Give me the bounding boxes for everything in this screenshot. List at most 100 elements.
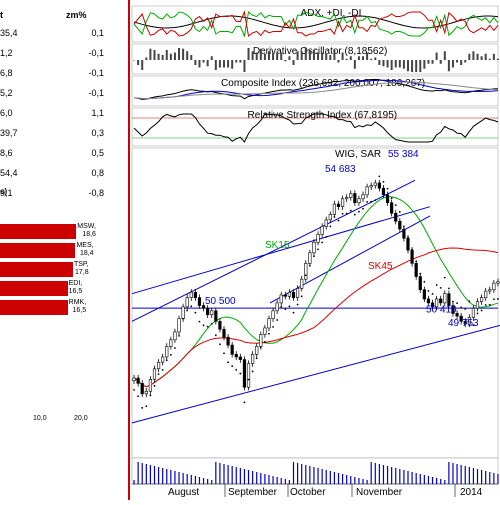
sar-dot <box>386 187 389 190</box>
derivative-bar <box>263 53 266 60</box>
indicator-label: Derivative Oscillator (8,18562) <box>253 46 388 57</box>
volume-bar <box>194 476 196 484</box>
sar-dot <box>149 394 152 397</box>
candle-body <box>410 249 414 264</box>
volume-bar <box>153 466 156 484</box>
derivative-bar <box>427 60 430 64</box>
indicator-label-bg <box>296 7 374 18</box>
candle-body <box>242 359 247 388</box>
quote-price: 6,8 <box>0 68 13 78</box>
volume-bar <box>329 471 331 484</box>
quote-row: 35,4 0,1 <box>0 28 126 48</box>
derivative-bar <box>456 60 459 63</box>
sar-dot <box>349 209 352 212</box>
derivative-bar <box>460 60 463 65</box>
derivative-bar <box>362 56 365 60</box>
plus-di-line <box>133 11 499 38</box>
sar-dot <box>308 264 311 267</box>
sar-dot <box>259 346 262 349</box>
indicator-label-bg <box>243 109 427 120</box>
volume-bar <box>268 475 270 484</box>
composite-line <box>133 78 499 100</box>
month-label: September <box>228 487 278 498</box>
volume-bar <box>280 478 282 484</box>
candle-body <box>169 339 173 347</box>
sar-dot <box>423 280 426 283</box>
sar-dot <box>378 175 381 178</box>
derivative-bar <box>284 60 287 62</box>
volume-bar <box>186 474 188 484</box>
derivative-bar <box>357 56 360 60</box>
panel-divider <box>128 0 130 500</box>
sar-dot <box>403 225 405 228</box>
candle-body <box>443 293 447 304</box>
candle-body <box>214 310 218 322</box>
sar-dot <box>427 290 430 292</box>
volume-bar <box>202 478 205 484</box>
volume-bar <box>346 475 348 484</box>
volume-bar <box>317 468 319 484</box>
candle-body <box>156 361 161 370</box>
sar-dot <box>480 309 483 312</box>
candle-body <box>353 193 357 204</box>
candle-body <box>148 379 153 392</box>
volume-bar <box>440 479 442 484</box>
quote-row: 54,4 0,8 <box>0 168 126 188</box>
candle-body <box>173 331 177 341</box>
level-label: 50 410 <box>426 305 457 316</box>
volume-bar <box>452 463 454 484</box>
volume-bar <box>149 465 151 484</box>
quote-change: 1,1 <box>91 108 104 118</box>
candle-body <box>189 292 193 298</box>
weight-bar <box>0 224 77 239</box>
trendline <box>131 324 500 424</box>
ma45-line <box>133 247 499 388</box>
candle-body <box>140 383 144 395</box>
volume-bar <box>162 468 164 484</box>
sar-dot <box>329 225 332 228</box>
candle-body <box>206 307 210 316</box>
derivative-bar <box>484 53 487 60</box>
volume-bar <box>145 464 147 484</box>
sar-dot <box>300 295 303 298</box>
adx-line <box>133 15 499 29</box>
derivative-bar <box>243 60 246 72</box>
derivative-bar <box>472 51 475 60</box>
derivative-bar <box>468 53 471 60</box>
volume-bar <box>288 480 291 484</box>
candle-body <box>230 344 234 355</box>
candle-body <box>218 321 222 330</box>
candle-body <box>291 292 296 298</box>
candle-body <box>177 318 181 333</box>
candle-body <box>439 298 443 304</box>
candle-body <box>414 263 418 277</box>
sar-dot <box>276 319 279 321</box>
candle-body <box>479 297 484 302</box>
derivative-bar <box>153 50 156 60</box>
candle-body <box>234 354 238 358</box>
candle-body <box>287 292 292 297</box>
volume-bar <box>472 468 475 484</box>
derivative-bar <box>218 60 221 68</box>
candle-body <box>336 203 341 207</box>
derivative-bar <box>329 55 332 60</box>
volume-bar <box>305 465 307 484</box>
candle-body <box>475 301 480 309</box>
volume-bar <box>219 463 221 484</box>
quote-change: 0,3 <box>91 128 104 138</box>
volume-bar <box>481 470 483 484</box>
candle-body <box>263 327 267 335</box>
derivative-bar <box>202 60 205 63</box>
indicator-label: ADX, +DI, -DI <box>301 8 362 19</box>
volume-bar <box>313 467 315 484</box>
derivative-bar <box>255 52 258 60</box>
derivative-bar <box>386 60 389 68</box>
derivative-bar <box>190 55 193 60</box>
sar-dot <box>133 389 135 391</box>
candle-body <box>459 315 463 322</box>
sar-dot <box>419 272 422 275</box>
sar-dot <box>227 361 229 364</box>
volume-bar <box>411 472 413 484</box>
month-label: August <box>168 487 199 498</box>
quote-price: 6,0 <box>0 108 13 118</box>
